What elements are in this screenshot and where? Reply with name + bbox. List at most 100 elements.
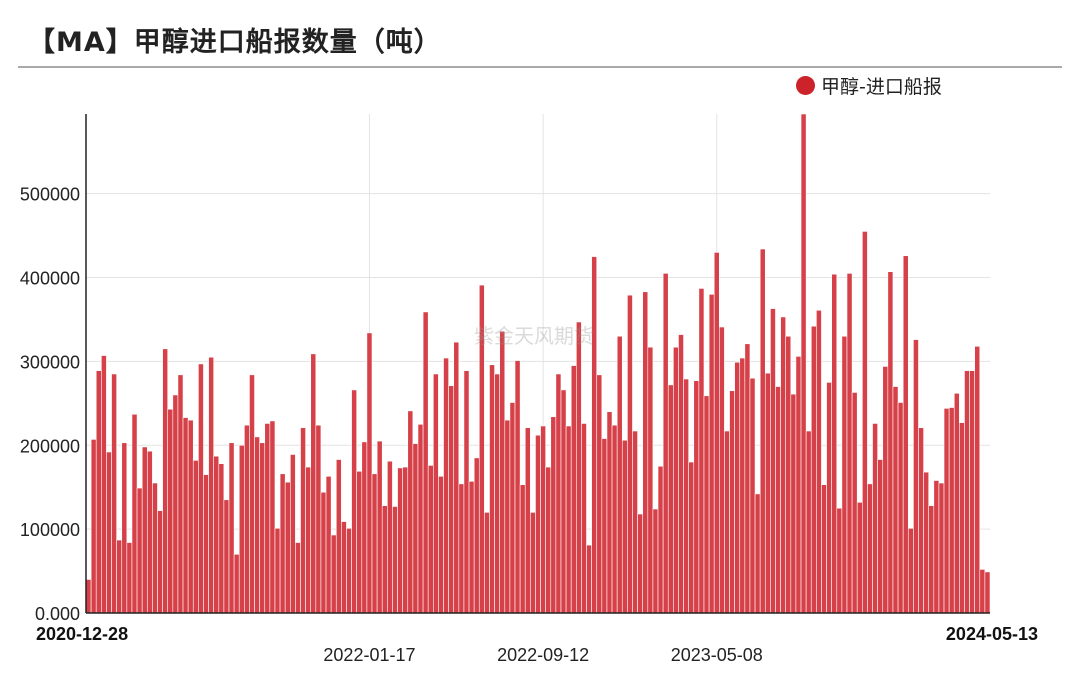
bar	[683, 378, 689, 614]
bar	[407, 410, 414, 614]
bar	[453, 341, 460, 614]
bar	[249, 374, 255, 614]
bar	[933, 480, 940, 614]
bar	[678, 334, 684, 614]
bar	[422, 311, 429, 614]
bar	[887, 271, 894, 614]
bar	[693, 380, 700, 614]
bar	[274, 527, 281, 614]
bar	[790, 393, 797, 614]
bar	[473, 457, 480, 614]
bar	[673, 346, 679, 614]
bar	[279, 473, 286, 614]
bar	[780, 316, 787, 614]
bar	[351, 389, 357, 614]
bar	[152, 482, 158, 614]
bar	[897, 402, 904, 614]
bar	[836, 507, 843, 614]
bar	[948, 407, 955, 614]
bar	[739, 357, 746, 614]
bar	[381, 505, 388, 614]
chart-title: 【MA】甲醇进口船报数量（吨）	[28, 27, 442, 58]
bar	[284, 481, 291, 614]
bar	[264, 423, 271, 614]
bar	[657, 465, 664, 614]
bar	[667, 384, 674, 614]
watermark: 紫金天风期货	[474, 324, 594, 348]
chart-legend[interactable]: 甲醇-进口船报	[796, 72, 942, 99]
bar	[565, 425, 572, 614]
bar	[432, 373, 439, 614]
bar	[499, 330, 506, 614]
bar	[244, 424, 250, 614]
bar	[606, 411, 613, 614]
bar	[295, 542, 301, 614]
bar	[530, 512, 536, 614]
y-tick-label: 0.000	[35, 604, 80, 624]
bar	[392, 506, 398, 614]
bar	[872, 423, 878, 614]
bar	[652, 508, 659, 614]
bar	[203, 474, 209, 614]
bar	[330, 534, 337, 614]
bar	[637, 513, 644, 614]
bar	[177, 374, 184, 614]
bar	[305, 466, 312, 614]
bar	[494, 373, 500, 614]
bar	[616, 335, 623, 614]
x-tick-label: 2023-05-08	[671, 645, 763, 665]
bar	[208, 356, 214, 614]
bar	[902, 255, 909, 614]
bar	[489, 364, 495, 614]
bar	[938, 482, 945, 614]
bar	[611, 424, 618, 614]
bar	[560, 389, 567, 614]
bar	[821, 484, 827, 614]
bar	[315, 424, 322, 614]
bar	[187, 419, 194, 614]
bar	[974, 346, 981, 614]
bar	[157, 510, 163, 614]
bar	[882, 366, 889, 614]
bar	[95, 370, 102, 614]
y-tick-label: 400000	[20, 269, 80, 289]
bar	[754, 493, 761, 614]
bar	[724, 430, 730, 614]
bar	[545, 466, 552, 614]
bar	[744, 343, 751, 614]
bar	[519, 484, 526, 614]
bar	[341, 521, 347, 614]
bar	[366, 332, 373, 614]
bar	[535, 434, 541, 614]
bar	[111, 373, 117, 614]
bar	[907, 527, 914, 614]
bar	[576, 321, 582, 614]
bar	[146, 450, 153, 614]
bar	[325, 475, 332, 614]
bar	[831, 273, 838, 614]
bar	[172, 394, 179, 614]
title-divider	[18, 66, 1062, 68]
bar	[468, 481, 475, 614]
legend-label: 甲醇-进口船报	[821, 76, 942, 98]
axis-labels: 0.000 100000 200000 300000 400000 500000 2022-…	[20, 185, 1038, 665]
bar	[759, 248, 766, 614]
bar	[387, 460, 393, 614]
bar	[116, 539, 123, 614]
bar	[764, 372, 771, 614]
bar	[734, 361, 741, 614]
bar	[708, 294, 715, 614]
bar	[969, 370, 975, 614]
bar	[361, 441, 368, 614]
bar	[371, 473, 378, 614]
bar	[816, 309, 822, 614]
bar	[233, 553, 240, 614]
y-tick-label: 300000	[20, 352, 80, 372]
bar	[647, 346, 654, 614]
bar	[300, 427, 306, 614]
y-tick-label: 200000	[20, 436, 80, 456]
bar	[785, 335, 792, 614]
bar	[841, 335, 848, 614]
bar	[397, 467, 403, 614]
bar	[892, 386, 899, 614]
